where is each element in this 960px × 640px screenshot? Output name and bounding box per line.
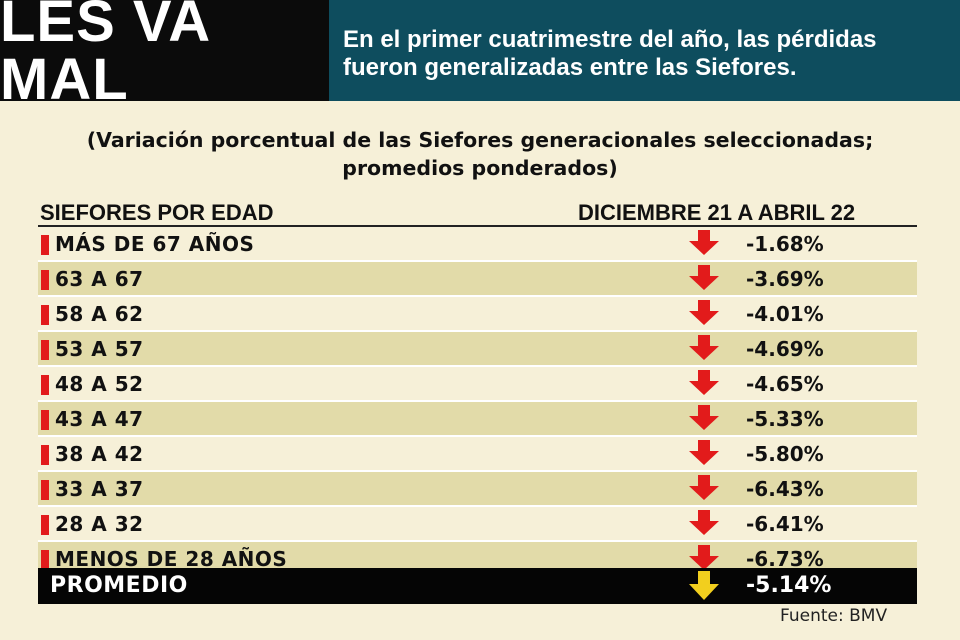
deck-box: En el primer cuatrimestre del año, las p…: [329, 0, 960, 101]
row-label: 38 A 42: [55, 442, 144, 466]
table-row: 38 A 42 -5.80%: [38, 437, 917, 472]
row-value: -4.69%: [746, 337, 824, 361]
down-arrow-icon: [689, 335, 719, 360]
row-label: 58 A 62: [55, 302, 144, 326]
row-marker: [41, 305, 49, 325]
row-marker: [41, 235, 49, 255]
row-marker: [41, 340, 49, 360]
row-marker: [41, 445, 49, 465]
row-value: -4.65%: [746, 372, 824, 396]
subtitle-line-1: (Variación porcentual de las Siefores ge…: [86, 128, 874, 152]
down-arrow-icon: [689, 370, 719, 395]
row-value: -3.69%: [746, 267, 824, 291]
source-note: Fuente: BMV: [780, 606, 888, 626]
down-arrow-icon: [689, 230, 719, 255]
down-arrow-icon: [689, 265, 719, 290]
row-marker: [41, 480, 49, 500]
down-arrow-icon: [689, 405, 719, 430]
row-label: 28 A 32: [55, 512, 144, 536]
down-arrow-icon: [689, 475, 719, 500]
deck-text: En el primer cuatrimestre del año, las p…: [343, 26, 953, 82]
table-row: 63 A 67 -3.69%: [38, 262, 917, 297]
row-label: 63 A 67: [55, 267, 144, 291]
down-arrow-icon: [689, 510, 719, 535]
table-row: MÁS DE 67 AÑOS -1.68%: [38, 227, 917, 262]
column-header-period: DICIEMBRE 21 A ABRIL 22: [578, 200, 856, 225]
table-row: 58 A 62 -4.01%: [38, 297, 917, 332]
row-value: -6.41%: [746, 512, 824, 536]
row-marker: [41, 375, 49, 395]
table-row: 48 A 52 -4.65%: [38, 367, 917, 402]
headline: LES VA MAL: [0, 0, 210, 112]
row-value: -4.01%: [746, 302, 824, 326]
row-value: -1.68%: [746, 232, 824, 256]
average-row: PROMEDIO -5.14%: [38, 568, 917, 604]
row-marker: [41, 270, 49, 290]
row-label: 53 A 57: [55, 337, 144, 361]
row-value: -5.33%: [746, 407, 824, 431]
table-row: 28 A 32 -6.41%: [38, 507, 917, 542]
row-label: MÁS DE 67 AÑOS: [55, 232, 255, 256]
row-label: 33 A 37: [55, 477, 144, 501]
chart-subtitle: (Variación porcentual de las Siefores ge…: [0, 126, 960, 182]
row-marker: [41, 550, 49, 570]
deck-line-2: fueron generalizadas entre las Siefores.: [343, 54, 797, 81]
header-rule: [38, 225, 917, 227]
table-row: 43 A 47 -5.33%: [38, 402, 917, 437]
row-value: -5.80%: [746, 442, 824, 466]
subtitle-line-2: promedios ponderados): [342, 156, 618, 180]
row-value: -6.43%: [746, 477, 824, 501]
header: LES VA MAL En el primer cuatrimestre del…: [0, 0, 960, 108]
column-header-age: SIEFORES POR EDAD: [40, 200, 274, 225]
table-row: 33 A 37 -6.43%: [38, 472, 917, 507]
title-box: LES VA MAL: [0, 0, 329, 108]
down-arrow-icon: [689, 300, 719, 325]
down-arrow-icon: [689, 571, 719, 600]
down-arrow-icon: [689, 440, 719, 465]
data-table: MÁS DE 67 AÑOS -1.68% 63 A 67 -3.69% 58 A 62…: [38, 227, 917, 577]
average-label: PROMEDIO: [50, 573, 188, 598]
row-label: 43 A 47: [55, 407, 144, 431]
down-arrow-icon: [689, 545, 719, 570]
row-marker: [41, 410, 49, 430]
average-value: -5.14%: [746, 573, 832, 598]
row-label: 48 A 52: [55, 372, 144, 396]
deck-line-1: En el primer cuatrimestre del año, las p…: [343, 26, 877, 53]
row-value: -6.73%: [746, 547, 824, 571]
table-row: 53 A 57 -4.69%: [38, 332, 917, 367]
row-label: MENOS DE 28 AÑOS: [55, 547, 288, 571]
row-marker: [41, 515, 49, 535]
